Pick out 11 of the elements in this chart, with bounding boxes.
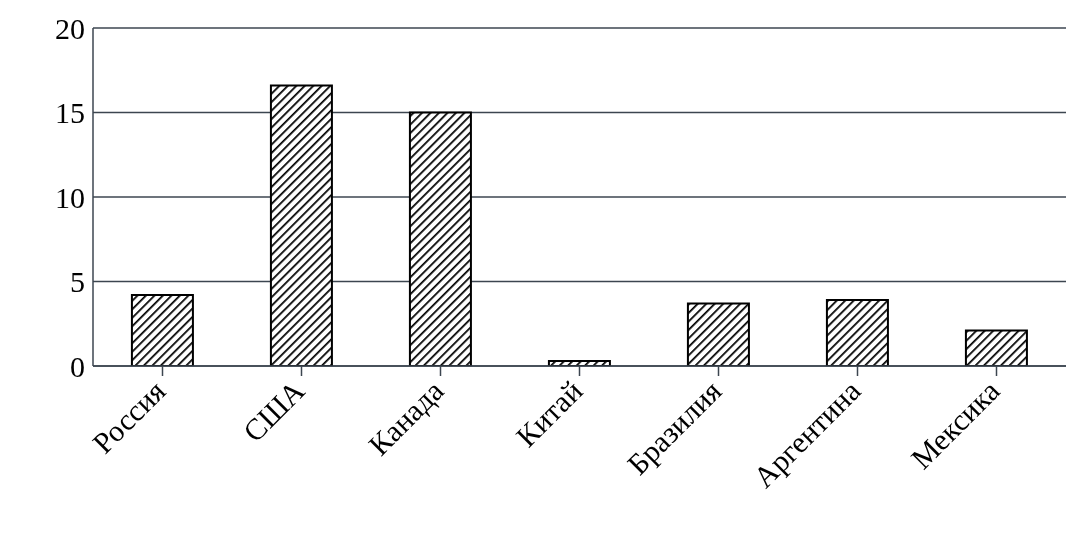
y-tick-label: 5 [70, 265, 85, 299]
bar [964, 329, 1028, 366]
y-tick-label: 10 [55, 180, 85, 214]
y-tick-label: 0 [70, 349, 85, 383]
bar [686, 302, 750, 366]
y-tick-label: 20 [55, 11, 85, 45]
y-tick-label: 15 [55, 96, 85, 130]
bar [130, 294, 194, 366]
bar [269, 84, 333, 366]
bar [408, 111, 472, 366]
bar [825, 299, 889, 366]
